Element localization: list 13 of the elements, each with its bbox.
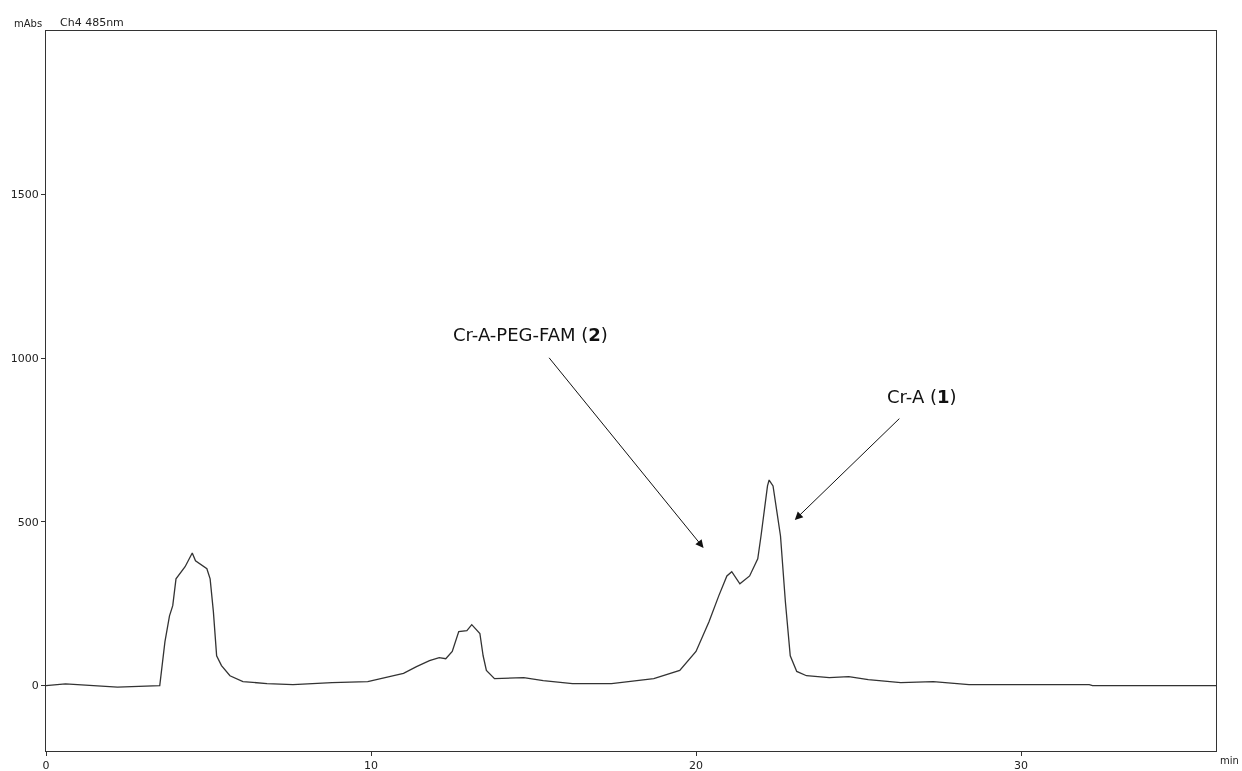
x-tick-label: 30 [1014,759,1028,771]
annotation: Cr-A-PEG-FAM (2) [453,324,608,345]
x-tick-label: 10 [364,759,378,771]
y-axis-title: mAbs [14,18,43,29]
y-tick-label: 500 [17,515,39,529]
x-tick-label: 0 [42,759,50,771]
y-tick-label: 0 [31,679,39,693]
y-tick-label: 1500 [10,188,39,202]
x-tick-label: 20 [689,759,703,771]
y-tick-label: 1000 [10,352,39,366]
chart-title: Ch4 485nm [60,16,124,29]
x-axis-title: min [1220,755,1239,766]
annotation: Cr-A (1) [887,386,957,407]
